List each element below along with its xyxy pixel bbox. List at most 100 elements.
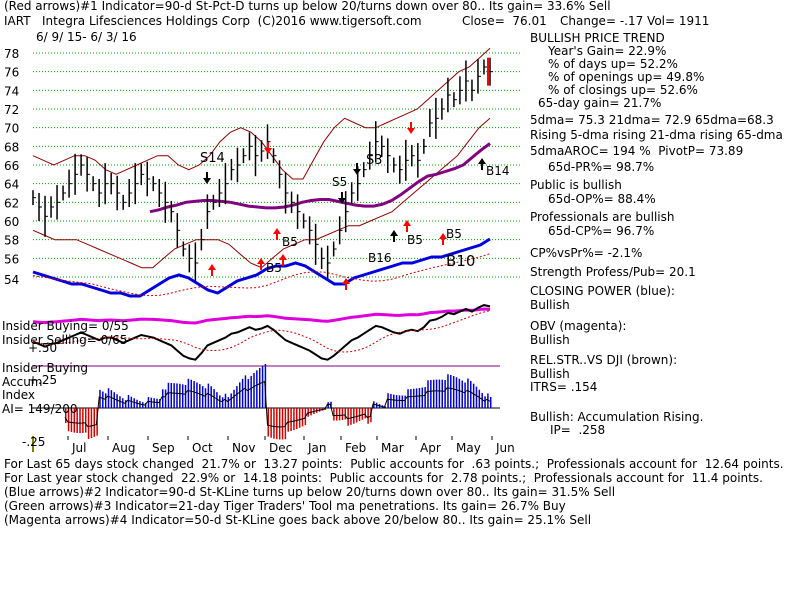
accum-bar — [164, 389, 167, 408]
accum-bar — [161, 389, 164, 408]
accum-bar — [430, 380, 432, 408]
cp-percent: 65d-CP%= 96.7% — [548, 224, 655, 238]
accum-bar — [230, 393, 232, 408]
x-tick-label: Feb — [345, 441, 366, 455]
accum-bar — [438, 379, 441, 408]
sell-arrow-black — [353, 163, 361, 175]
x-tick-label: Sep — [152, 441, 175, 455]
y-tick-label: 68 — [4, 140, 19, 154]
insider-buying-label-2: Insider Buying — [2, 361, 88, 375]
accum-bar — [87, 408, 90, 439]
accum-bar — [301, 408, 304, 427]
accum-bar — [227, 397, 230, 408]
accum-bar — [213, 389, 215, 408]
accum-bar — [481, 392, 483, 408]
accum-bar — [475, 386, 478, 408]
closings-up: % of closings up= 52.6% — [548, 83, 698, 97]
y-tick-label: 76 — [4, 66, 19, 80]
accum-bar — [307, 408, 309, 417]
x-tick-label: Apr — [420, 441, 441, 455]
accum-bar — [387, 393, 389, 408]
accum-bar — [250, 375, 252, 408]
x-tick-label: Jul — [71, 441, 86, 455]
accum-bar — [324, 408, 327, 410]
accum-bar — [278, 408, 281, 440]
accum-bar — [153, 398, 155, 408]
accum-bar — [450, 375, 452, 408]
y-tick-label: 78 — [4, 47, 19, 61]
accum-bar — [173, 383, 175, 408]
obv-value: Bullish — [530, 333, 570, 347]
accum-bar — [244, 375, 247, 408]
footer-green-arrows: (Green arrows)#3 Indicator=21-day Tiger … — [4, 499, 566, 513]
y-tick-label: 64 — [4, 178, 19, 192]
accum-bar — [67, 408, 70, 432]
professionals-status: Professionals are bullish — [530, 210, 675, 224]
signal-s5: S5 — [332, 175, 347, 189]
accum-bar — [107, 388, 110, 408]
accum-bar — [458, 378, 461, 408]
accum-bar — [93, 408, 96, 437]
accum-bar — [233, 389, 235, 408]
sell-arrow-black — [338, 192, 346, 204]
accum-bar — [110, 390, 113, 408]
accum-label: Accum — [2, 375, 43, 389]
op-percent: 65d-OP%= 88.4% — [548, 192, 656, 206]
x-tick-label: Oct — [192, 441, 213, 455]
accum-bar — [298, 408, 301, 428]
insider-buying-label: Insider Buying= 0/55 — [2, 319, 129, 333]
accumulation-bars — [65, 364, 492, 440]
accum-bar — [284, 408, 287, 440]
relstr-title: REL.STR..VS DJI (brown): — [530, 353, 678, 367]
itrs-value: ITRS= .154 — [530, 380, 598, 394]
footer-magenta-arrows: (Magenta arrows)#4 Indicator=50-d St-KLi… — [4, 513, 592, 527]
accum-bar — [224, 393, 227, 408]
buy-arrow — [279, 254, 287, 266]
accum-bar — [221, 397, 224, 408]
dma-values: 5dma= 75.3 21dma= 72.9 65dma=68.3 — [530, 113, 774, 127]
accum-bar — [256, 370, 258, 408]
accum-bar — [82, 408, 84, 433]
signal-s14: S14 — [200, 151, 225, 166]
accum-bar — [424, 387, 426, 408]
aroc-pivot: 5dmaAROC= 194 % PivotP= 73.89 — [530, 144, 744, 158]
sell-arrow-black — [203, 172, 211, 184]
obv-scale-label: 54 — [4, 273, 19, 287]
buy-arrow-black — [478, 158, 486, 170]
accum-bar — [184, 384, 187, 408]
years-gain: Year's Gain= 22.9% — [548, 44, 667, 58]
y-tick-label: 66 — [4, 159, 19, 173]
signal-b16: B16 — [368, 251, 392, 265]
accum-bar — [355, 408, 358, 423]
accum-bar — [113, 392, 115, 408]
buy-arrow — [439, 233, 447, 245]
accum-bar — [119, 396, 121, 408]
pr-percent: 65d-PR%= 98.7% — [548, 160, 655, 174]
signal-b10: B10 — [446, 252, 475, 270]
minus25-label: -.25 — [22, 435, 45, 449]
accum-bar — [273, 408, 275, 439]
signal-s3: S3 — [366, 153, 383, 168]
accum-bar — [467, 378, 469, 408]
signal-b5-1: B5 — [282, 235, 298, 249]
accum-bar — [116, 394, 118, 408]
accum-bar — [398, 395, 401, 408]
accum-bar — [393, 394, 395, 408]
plus50-label: +.50 — [28, 341, 57, 355]
closing-power-title: CLOSING POWER (blue): — [530, 284, 675, 298]
accum-bar — [76, 408, 78, 434]
signal-b14: B14 — [486, 164, 510, 178]
signal-b5-3: B5 — [407, 233, 423, 247]
rising-dma: Rising 5-dma rising 21-dma rising 65-dma — [530, 128, 783, 142]
accum-bar — [427, 380, 429, 408]
accum-bar — [281, 408, 284, 440]
public-status: Public is bullish — [530, 178, 622, 192]
footer-blue-arrows: (Blue arrows)#2 Indicator=90-d St-KLine … — [4, 485, 616, 499]
accum-bar — [358, 408, 361, 422]
accum-bar — [133, 398, 135, 408]
strength-ratio: Strength Profess/Pub= 20.1 — [530, 265, 696, 279]
y-tick-label: 74 — [4, 84, 19, 98]
days-up: % of days up= 52.2% — [548, 57, 678, 71]
accum-bar — [167, 382, 170, 408]
accum-bar — [219, 395, 221, 408]
